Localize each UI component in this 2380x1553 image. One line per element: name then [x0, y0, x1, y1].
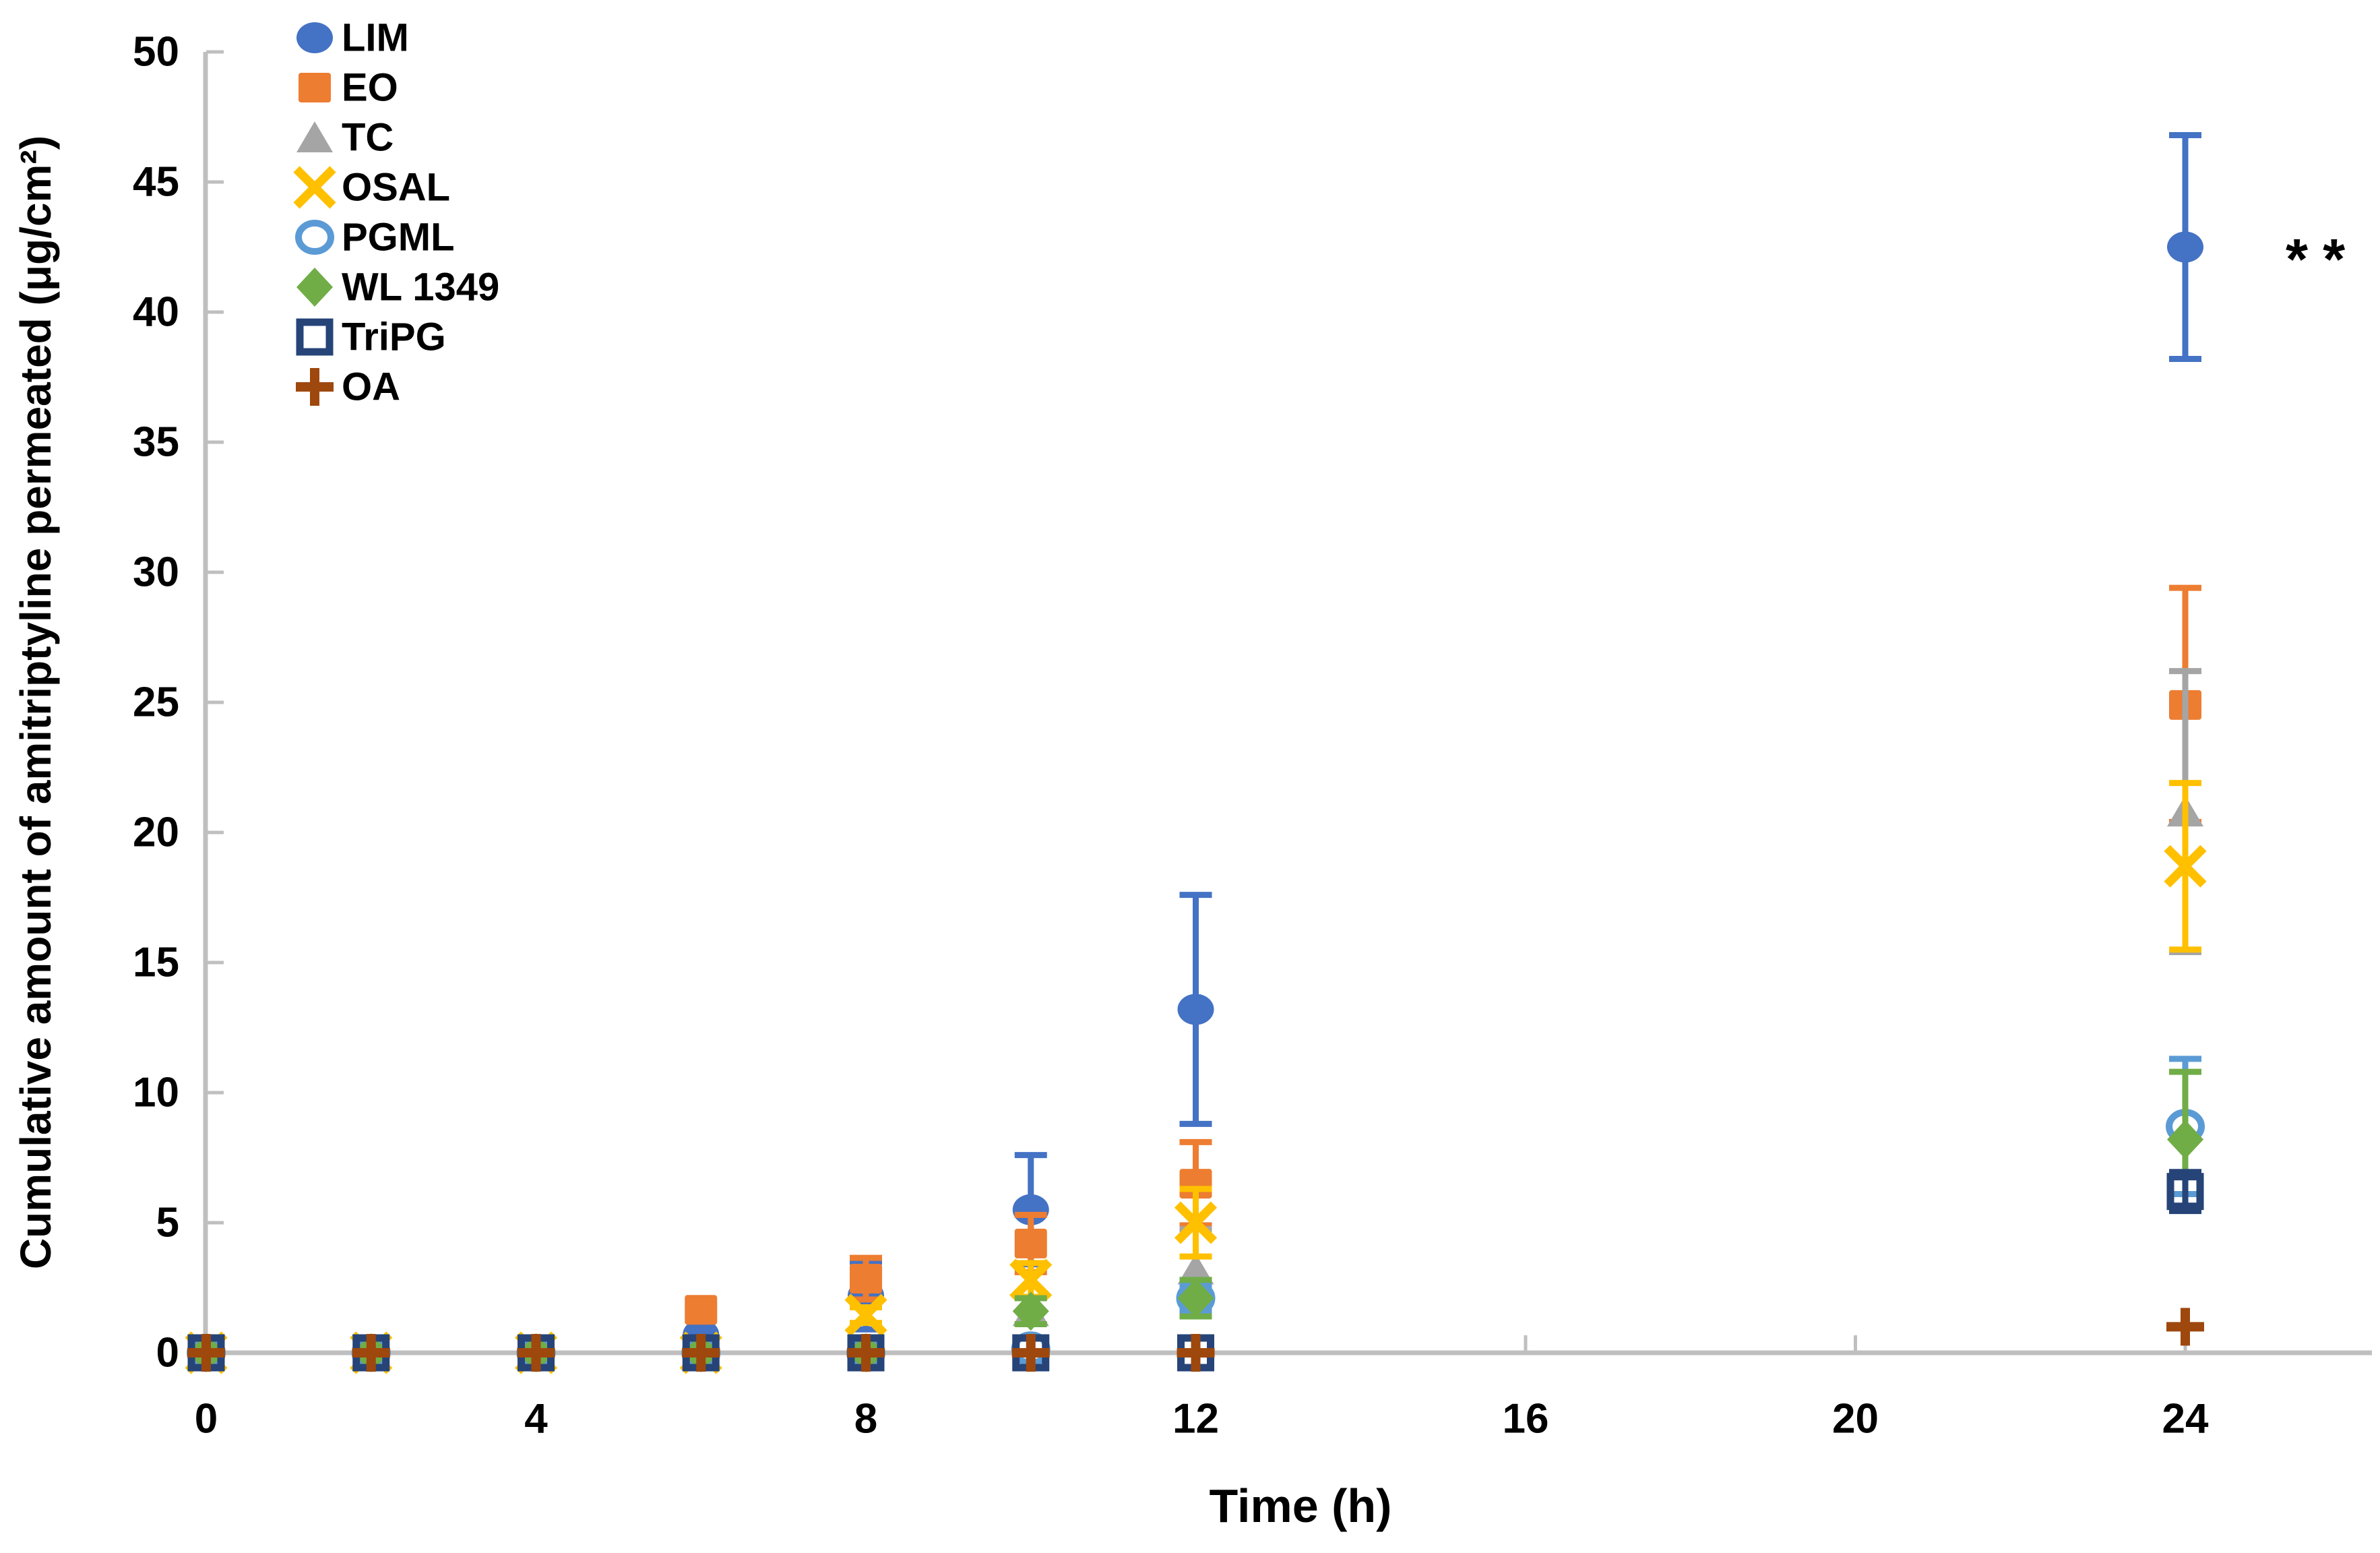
y-tick-label: 45	[133, 159, 179, 206]
data-point-marker	[847, 1334, 885, 1372]
data-point-marker	[2167, 231, 2203, 263]
circle-filled-legend-icon	[296, 22, 333, 53]
triangle-filled-legend-icon	[296, 121, 333, 152]
y-axis-title: Cumulative amount of amitriptyline perme…	[11, 135, 60, 1269]
data-point-marker	[352, 1334, 390, 1372]
data-point-marker	[2164, 845, 2207, 888]
circle-open-legend-icon	[295, 220, 334, 255]
legend-label: EO	[342, 66, 398, 110]
legend-label: OSAL	[342, 166, 450, 210]
significance-annotation: **	[2286, 228, 2360, 292]
data-point-marker	[1177, 994, 1214, 1025]
legend-label: TC	[342, 116, 394, 160]
data-point-marker	[517, 1334, 555, 1372]
data-point-marker	[1009, 1258, 1053, 1302]
data-point-marker	[1174, 1201, 1218, 1244]
legend-label: LIM	[342, 16, 409, 60]
data-point-marker	[844, 1293, 887, 1337]
x-legend-icon	[293, 166, 336, 209]
y-tick-label: 25	[133, 679, 179, 726]
y-tick-label: 30	[133, 549, 179, 596]
x-axis-title: Time (h)	[1210, 1480, 1392, 1532]
square-open-legend-icon	[296, 318, 334, 356]
series-oa	[187, 1308, 2204, 1372]
y-tick-label: 10	[133, 1070, 179, 1116]
legend-item-wl-1349: WL 1349	[296, 266, 499, 309]
y-tick-label: 15	[133, 940, 179, 986]
diamond-filled-legend-icon	[296, 268, 333, 307]
series-layer	[185, 132, 2207, 1374]
y-tick-label: 20	[133, 810, 179, 856]
x-tick-label: 16	[1503, 1396, 1549, 1442]
data-point-marker	[1012, 1291, 1049, 1331]
legend-item-pgml: PGML	[295, 216, 455, 260]
y-tick-label: 0	[156, 1330, 179, 1376]
x-tick-label: 24	[2162, 1396, 2209, 1442]
legend-layer: LIM EO TC OSAL PGML WL 1349 TriPG OA	[293, 16, 499, 409]
legend-label: OA	[342, 365, 400, 409]
x-tick-label: 8	[854, 1396, 877, 1442]
data-point-marker	[685, 1295, 718, 1325]
x-tick-label: 0	[195, 1396, 218, 1442]
data-point-marker	[682, 1334, 720, 1372]
legend-item-osal: OSAL	[293, 166, 450, 210]
data-point-marker	[2166, 1173, 2204, 1211]
legend-label: TriPG	[342, 315, 446, 359]
square-filled-legend-icon	[299, 73, 331, 102]
plus-legend-icon	[296, 368, 334, 406]
legend-item-lim: LIM	[296, 16, 409, 60]
data-point-marker	[1011, 1334, 1050, 1372]
data-point-marker	[1177, 1278, 1214, 1318]
legend-item-tripg: TriPG	[296, 315, 446, 359]
data-point-marker	[1014, 1228, 1047, 1258]
series-wl-1349	[188, 1068, 2203, 1372]
axis-lines	[203, 52, 2372, 1356]
legend-label: WL 1349	[342, 266, 499, 309]
y-tick-label: 35	[133, 419, 179, 466]
y-tick-label: 50	[133, 29, 179, 75]
data-point-marker	[2167, 1120, 2203, 1159]
x-tick-label: 20	[1832, 1396, 1879, 1442]
data-point-marker	[1177, 1334, 1215, 1372]
data-point-marker	[187, 1334, 225, 1372]
legend-item-tc: TC	[296, 116, 394, 160]
y-tick-label: 5	[156, 1200, 179, 1246]
x-tick-label: 4	[524, 1396, 548, 1442]
axes-layer: 0 5 10 15 20 25 30 35 40 45 50 0 4 8 12 16 20 24	[133, 29, 2372, 1442]
data-point-marker	[1177, 1253, 1214, 1285]
x-tick-label: 12	[1172, 1396, 1219, 1442]
legend-label: PGML	[342, 216, 455, 260]
data-point-marker	[2166, 1308, 2204, 1346]
legend-item-eo: EO	[299, 66, 398, 110]
data-point-marker	[850, 1263, 882, 1293]
legend-item-oa: OA	[296, 365, 400, 409]
y-tick-label: 40	[133, 289, 179, 336]
